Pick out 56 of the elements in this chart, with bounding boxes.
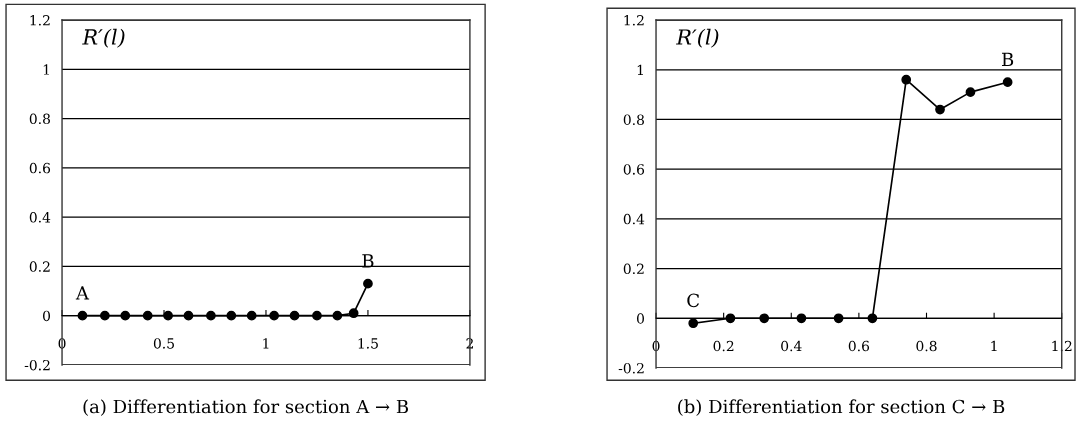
y-tick-label: 0.4 [29, 212, 51, 223]
point [289, 310, 300, 321]
y-tick-label: 0.8 [623, 114, 644, 125]
y-tick-label: 0.2 [623, 263, 644, 275]
point [965, 87, 976, 97]
y-tick-label: -0.2 [618, 362, 644, 374]
y-tick-label: 0.8 [29, 113, 50, 125]
point [312, 310, 322, 321]
x-tick-label: 0.4 [781, 340, 802, 352]
point [183, 310, 194, 321]
point [363, 278, 373, 289]
x-tick-label: 0.6 [848, 340, 870, 352]
point [935, 104, 945, 115]
y-tick-label: 0 [43, 310, 51, 322]
point [120, 310, 131, 321]
x-tick-label: 0.2 [713, 340, 734, 352]
point [759, 313, 770, 324]
point [226, 310, 237, 321]
x-tick-label: 1.5 [358, 338, 378, 349]
x-tick-label: 1 [263, 338, 269, 349]
point [269, 310, 279, 321]
point [163, 310, 173, 321]
y-tick-label: 0 [637, 313, 644, 324]
point [688, 318, 699, 329]
y-tick-label: 1 [43, 64, 49, 75]
point [142, 310, 153, 321]
point [901, 74, 912, 85]
annotation: C [687, 293, 700, 308]
y-tick-label: 0.4 [623, 213, 645, 225]
point [725, 313, 736, 324]
y-tick-label: 0.6 [623, 164, 645, 175]
point [246, 310, 257, 321]
point [100, 310, 110, 321]
point [348, 308, 359, 319]
point [77, 310, 88, 321]
y-tick-label: -0.2 [24, 359, 50, 371]
text: (a) Differentiation for section A → B [83, 399, 409, 416]
y-tick-label: 1.2 [624, 15, 644, 26]
y-tick-label: 0.6 [29, 162, 51, 174]
y-axis-title: R′(l) [82, 28, 125, 48]
annotation: B [1002, 52, 1014, 66]
y-axis-title: R′(l) [676, 28, 719, 48]
point [833, 313, 844, 324]
x-tick-label: 0.5 [153, 338, 174, 349]
y-tick-label: 0.2 [29, 261, 50, 272]
text: (b) Differentiation for section C → B [678, 399, 1005, 416]
point [1002, 77, 1013, 88]
point [332, 310, 343, 321]
x-tick-label: 1 [991, 340, 997, 352]
x-tick-label: 0.8 [916, 340, 937, 352]
point [796, 313, 807, 324]
point [867, 313, 878, 324]
point [206, 310, 216, 321]
y-tick-label: 1.2 [30, 15, 50, 26]
y-tick-label: 1 [637, 64, 643, 76]
annotation: A [75, 286, 90, 300]
